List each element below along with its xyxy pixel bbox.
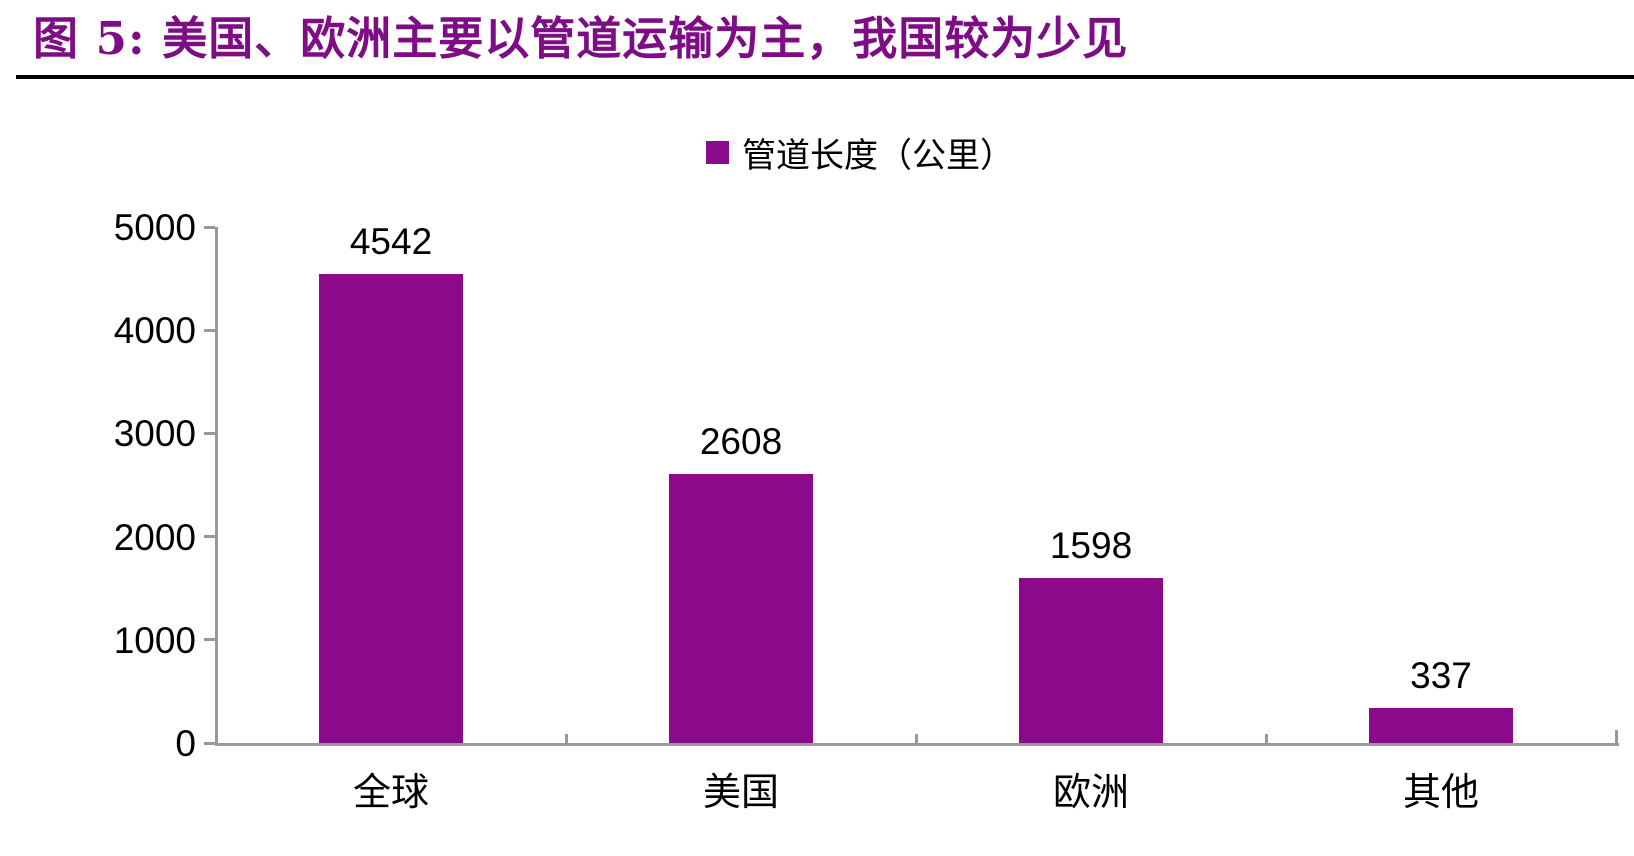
- bar-chart: 5000 4000 3000 2000 1000 0 4542 全球 2608 美国 1598 欧洲 3…: [114, 209, 1619, 811]
- y-tick: [204, 431, 215, 435]
- y-tick: [204, 225, 215, 229]
- y-tick-label: 2000: [113, 516, 196, 558]
- bar-value-label: 1598: [1049, 525, 1133, 566]
- y-tick-label: 4000: [113, 310, 196, 352]
- y-tick: [204, 535, 215, 539]
- bar: [1369, 708, 1513, 743]
- bar: [1019, 578, 1163, 743]
- category-label: 美国: [702, 770, 779, 814]
- bar: [319, 274, 463, 743]
- category-tick: [914, 734, 918, 743]
- category-label: 其他: [1402, 770, 1479, 814]
- y-tick-label: 1000: [113, 619, 196, 661]
- category-tick: [1614, 730, 1618, 743]
- legend-swatch-icon: [706, 141, 729, 164]
- category-label: 全球: [352, 770, 429, 814]
- y-tick-label: 3000: [113, 413, 196, 455]
- category-label: 欧洲: [1052, 770, 1129, 814]
- y-tick: [204, 328, 215, 332]
- bar-value-label: 2608: [699, 421, 783, 462]
- y-tick-label: 0: [175, 723, 196, 764]
- bar-value-label: 4542: [349, 221, 433, 262]
- chart-legend: 管道长度（公里）: [706, 128, 1014, 177]
- y-tick: [204, 638, 215, 642]
- bar-value-label: 337: [1410, 655, 1472, 696]
- x-axis-line: [215, 743, 1619, 746]
- bar: [669, 474, 813, 743]
- y-tick: [204, 741, 215, 745]
- y-tick-label: 5000: [113, 207, 196, 248]
- legend-label: 管道长度（公里）: [742, 136, 1014, 176]
- category-tick: [1264, 734, 1268, 743]
- title-divider: [16, 75, 1634, 79]
- figure-title: 图 5: 美国、欧洲主要以管道运输为主，我国较为少见: [33, 12, 1129, 65]
- y-axis-line: [215, 227, 218, 746]
- category-tick: [564, 734, 568, 743]
